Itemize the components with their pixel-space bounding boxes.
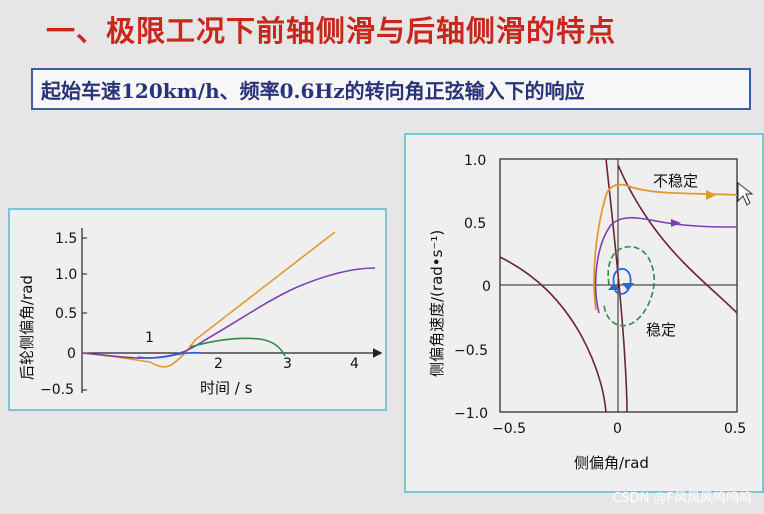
right-separatrix-right (617, 164, 738, 314)
left-xtick-3: 3 (283, 356, 292, 372)
right-ytick-0.5: 0.5 (464, 216, 486, 232)
watermark: CSDN @F风风风呜呜呜 (612, 491, 752, 506)
left-ytick-neg0.5: −0.5 (40, 382, 74, 398)
rear-slip-angle-chart: 1.5 1.0 0.5 0 −0.5 1 2 3 4 时间 / s 后轮侧偏角/… (8, 208, 387, 411)
annotation-stable: 稳定 (646, 321, 676, 339)
mouse-cursor-icon (737, 181, 754, 206)
phase-plane-chart: 1.0 0.5 0 −0.5 −1.0 −0.5 0 0.5 侧偏角/rad 侧… (404, 133, 764, 493)
phase-plane-svg: 1.0 0.5 0 −0.5 −1.0 −0.5 0 0.5 侧偏角/rad 侧… (428, 153, 754, 472)
subtitle-box: 起始车速120km/h、频率0.6Hz的转向角正弦输入下的响应 (31, 68, 751, 110)
right-ytick-neg1.0: −1.0 (454, 406, 488, 422)
left-xlabel: 时间 / s (200, 379, 253, 397)
slide-title: 一、极限工况下前轴侧滑与后轴侧滑的特点 (46, 14, 617, 48)
right-curve-purple-unstable (594, 216, 738, 314)
right-xtick-0.5: 0.5 (724, 421, 746, 437)
annotation-unstable: 不稳定 (653, 172, 698, 190)
right-xtick-0: 0 (613, 421, 622, 437)
left-xtick-1: 1 (145, 330, 154, 346)
right-ylabel: 侧偏角速度/(rad•s⁻¹) (428, 230, 446, 377)
left-ytick-0.5: 0.5 (55, 306, 77, 322)
slide-subtitle: 起始车速120km/h、频率0.6Hz的转向角正弦输入下的响应 (41, 78, 585, 103)
rear-slip-angle-svg: 1.5 1.0 0.5 0 −0.5 1 2 3 4 时间 / s 后轮侧偏角/… (18, 228, 383, 398)
left-curve-orange (81, 231, 336, 368)
right-xtick-neg0.5: −0.5 (492, 421, 526, 437)
left-curve-green (189, 337, 286, 357)
right-curve-orange-unstable (593, 183, 738, 311)
left-ytick-0: 0 (67, 346, 76, 362)
right-curve-blue-inner (612, 268, 632, 295)
right-curve-green-stable (603, 246, 655, 327)
left-ytick-1.5: 1.5 (55, 231, 77, 247)
right-arrow-blue-up (608, 283, 620, 290)
right-arrow-orange (706, 190, 716, 200)
left-curve-blue (137, 351, 203, 359)
left-curve-purple (81, 267, 376, 359)
right-separatrix-left (499, 256, 607, 413)
left-xtick-2: 2 (214, 356, 223, 372)
left-ylabel: 后轮侧偏角/rad (18, 275, 36, 380)
right-ytick-neg0.5: −0.5 (454, 343, 488, 359)
right-xlabel: 侧偏角/rad (574, 454, 649, 472)
left-xtick-4: 4 (350, 356, 359, 372)
right-ytick-1.0: 1.0 (464, 153, 486, 169)
right-arrow-purple (671, 219, 681, 227)
right-ytick-0: 0 (482, 279, 491, 295)
left-ytick-1.0: 1.0 (55, 267, 77, 283)
right-arrow-blue-down (622, 283, 634, 291)
